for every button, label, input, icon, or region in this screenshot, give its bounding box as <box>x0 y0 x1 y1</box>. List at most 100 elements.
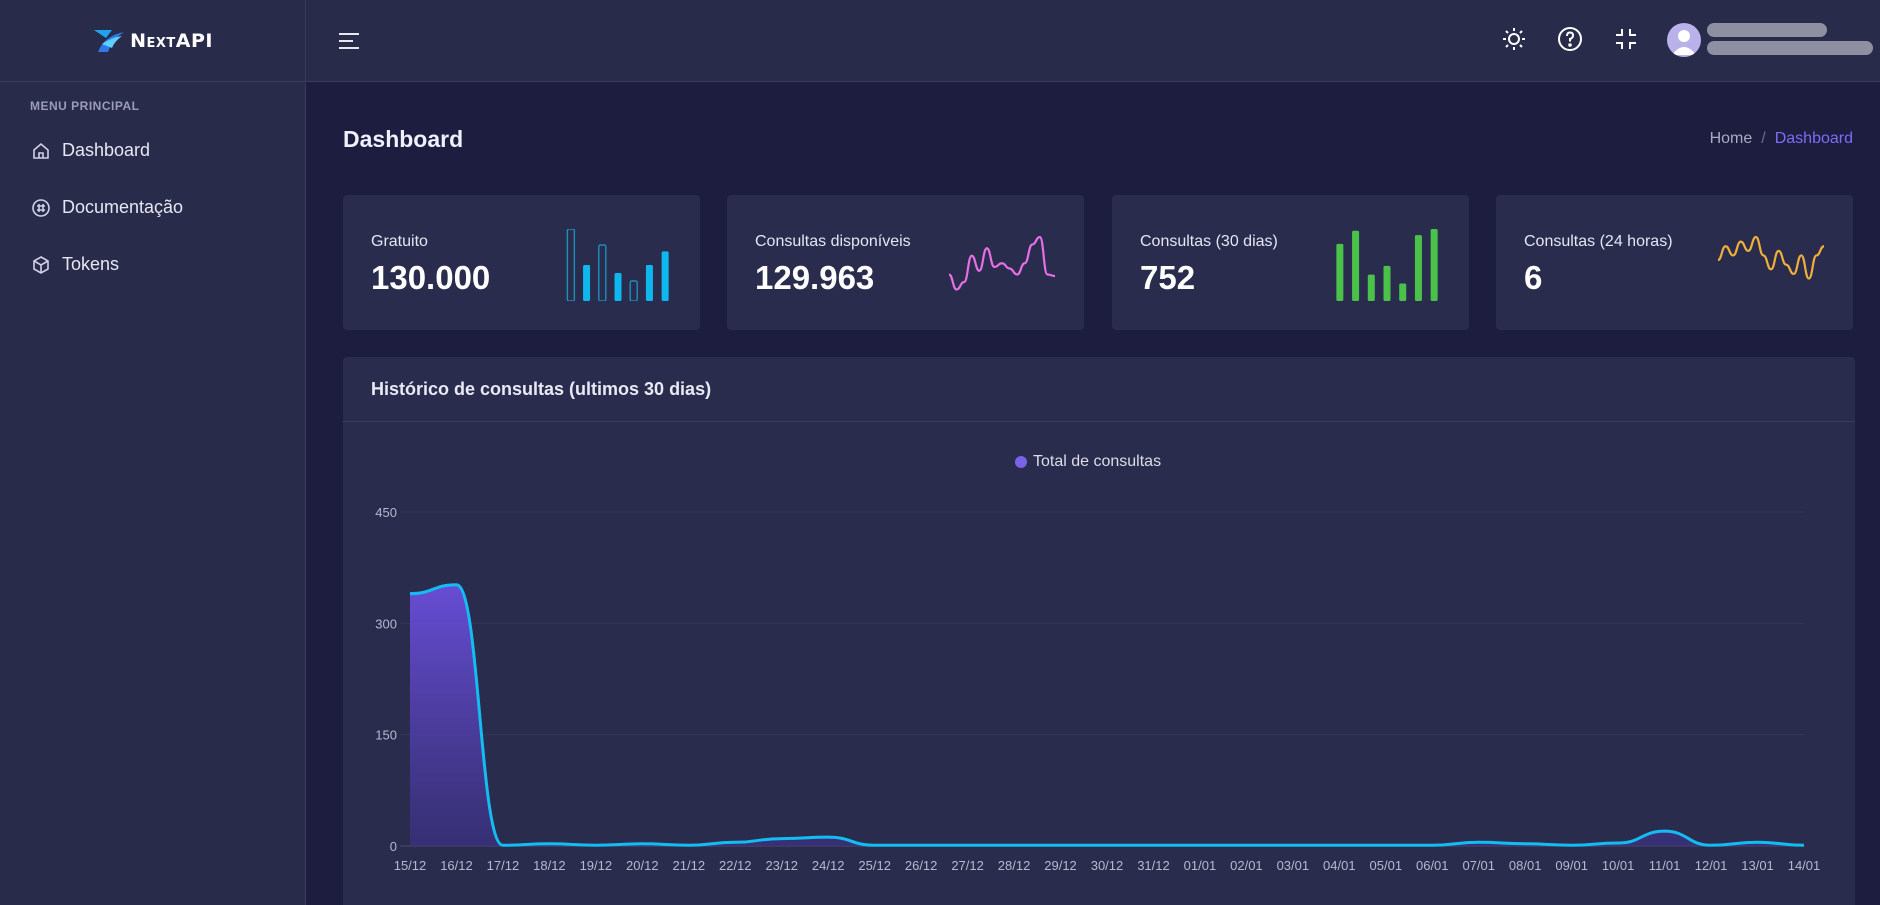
x-tick-label: 31/12 <box>1137 858 1170 873</box>
help-icon[interactable] <box>1555 24 1585 54</box>
spark-bar <box>598 244 607 301</box>
x-tick-label: 06/01 <box>1416 858 1449 873</box>
spark-bar <box>629 280 638 301</box>
card-value: 752 <box>1140 259 1196 296</box>
x-tick-label: 25/12 <box>858 858 891 873</box>
card-value: 130.000 <box>371 259 491 296</box>
user-role-placeholder <box>1707 41 1873 55</box>
x-tick-label: 13/01 <box>1741 858 1774 873</box>
sidebar-item-tokens[interactable]: Tokens <box>0 236 305 293</box>
spark-bar <box>661 251 669 301</box>
x-tick-label: 01/01 <box>1184 858 1217 873</box>
logo-text: NextAPI <box>130 29 213 52</box>
spark-line <box>948 235 1056 291</box>
sidebar-item-label: Documentação <box>62 197 184 217</box>
history-title: Histórico de consultas (ultimos 30 dias) <box>343 357 1855 422</box>
menu-section-title: MENU PRINCIPAL <box>30 99 140 113</box>
x-tick-label: 08/01 <box>1509 858 1542 873</box>
x-tick-label: 26/12 <box>905 858 938 873</box>
breadcrumb-separator: / <box>1761 130 1766 147</box>
series-area <box>410 584 1804 846</box>
card-label: Consultas (30 dias) <box>1140 233 1278 250</box>
series-line <box>409 583 1805 847</box>
stat-card-consultas-disponiveis: Consultas disponíveis 129.963 <box>727 195 1084 330</box>
menu-toggle-icon[interactable] <box>336 28 362 54</box>
card-value: 6 <box>1524 259 1543 296</box>
documentation-icon <box>30 197 52 219</box>
x-tick-label: 21/12 <box>673 858 706 873</box>
x-tick-label: 30/12 <box>1091 858 1124 873</box>
spark-line <box>1717 235 1825 280</box>
y-tick-label: 0 <box>390 839 397 854</box>
sun-icon[interactable] <box>1499 24 1529 54</box>
x-tick-label: 27/12 <box>951 858 984 873</box>
x-tick-label: 05/01 <box>1370 858 1403 873</box>
spark-bar <box>614 273 622 301</box>
minimize-icon[interactable] <box>1611 24 1641 54</box>
sparkline <box>1717 235 1825 280</box>
sparkline <box>1336 229 1438 301</box>
x-tick-label: 07/01 <box>1462 858 1495 873</box>
avatar[interactable] <box>1667 23 1701 57</box>
spark-bar <box>1399 283 1407 301</box>
y-tick-label: 150 <box>375 728 397 743</box>
y-tick-label: 450 <box>375 505 397 520</box>
spark-bar <box>1352 230 1360 301</box>
breadcrumb-current: Dashboard <box>1774 130 1853 147</box>
x-tick-label: 16/12 <box>440 858 473 873</box>
stat-card-consultas-24-horas: Consultas (24 horas) 6 <box>1496 195 1853 330</box>
logo[interactable]: NextAPI <box>0 0 305 82</box>
x-tick-label: 04/01 <box>1323 858 1356 873</box>
spark-bar <box>1430 229 1438 301</box>
x-tick-label: 24/12 <box>812 858 845 873</box>
sparkline <box>566 229 669 301</box>
x-tick-label: 29/12 <box>1044 858 1077 873</box>
x-tick-label: 09/01 <box>1555 858 1588 873</box>
card-label: Consultas disponíveis <box>755 233 911 250</box>
y-tick-label: 300 <box>375 616 397 631</box>
x-tick-label: 03/01 <box>1277 858 1310 873</box>
breadcrumb: Home / Dashboard <box>1710 130 1853 148</box>
breadcrumb-home[interactable]: Home <box>1709 130 1753 147</box>
chart-legend[interactable]: Total de consultas <box>1015 453 1161 471</box>
spark-bar <box>1367 274 1375 301</box>
x-tick-label: 22/12 <box>719 858 752 873</box>
stat-card-consultas-30-dias: Consultas (30 dias) 752 <box>1112 195 1469 330</box>
user-name-placeholder[interactable] <box>1707 23 1827 37</box>
box-icon <box>30 254 52 276</box>
x-tick-label: 19/12 <box>580 858 613 873</box>
card-value: 129.963 <box>755 259 875 296</box>
card-label: Consultas (24 horas) <box>1524 233 1673 250</box>
card-label: Gratuito <box>371 233 428 250</box>
legend-marker <box>1015 456 1027 468</box>
x-tick-label: 12/01 <box>1695 858 1728 873</box>
x-tick-label: 23/12 <box>765 858 798 873</box>
x-tick-label: 15/12 <box>394 858 427 873</box>
spark-bar <box>566 229 576 301</box>
legend-label: Total de consultas <box>1033 453 1162 470</box>
history-panel: Histórico de consultas (ultimos 30 dias)… <box>343 357 1855 905</box>
home-icon <box>30 140 52 162</box>
logo-icon <box>94 29 125 52</box>
sidebar-item-dashboard[interactable]: Dashboard <box>0 122 305 179</box>
stat-card-gratuito: Gratuito 130.000 <box>343 195 700 330</box>
x-tick-label: 18/12 <box>533 858 566 873</box>
x-tick-label: 20/12 <box>626 858 659 873</box>
sparkline <box>948 235 1056 291</box>
sidebar-item-label: Dashboard <box>62 140 151 160</box>
x-tick-label: 17/12 <box>487 858 520 873</box>
spark-bar <box>1414 235 1422 301</box>
x-tick-label: 14/01 <box>1788 858 1821 873</box>
sidebar-item-documentacao[interactable]: Documentação <box>0 179 305 236</box>
x-tick-label: 10/01 <box>1602 858 1635 873</box>
spark-bar <box>583 265 591 301</box>
spark-bar <box>1336 243 1344 301</box>
page-title: Dashboard <box>343 126 464 152</box>
x-tick-label: 28/12 <box>998 858 1031 873</box>
x-tick-label: 02/01 <box>1230 858 1263 873</box>
spark-bar <box>1383 265 1391 301</box>
sidebar: NextAPI MENU PRINCIPAL Dashboard Documen… <box>0 0 306 905</box>
history-chart: 0 150 300 450 15/12 16/12 17/12 18/12 19/12 20/12… <box>375 505 1821 873</box>
spark-bar <box>645 265 653 301</box>
sidebar-item-label: Tokens <box>62 254 120 274</box>
